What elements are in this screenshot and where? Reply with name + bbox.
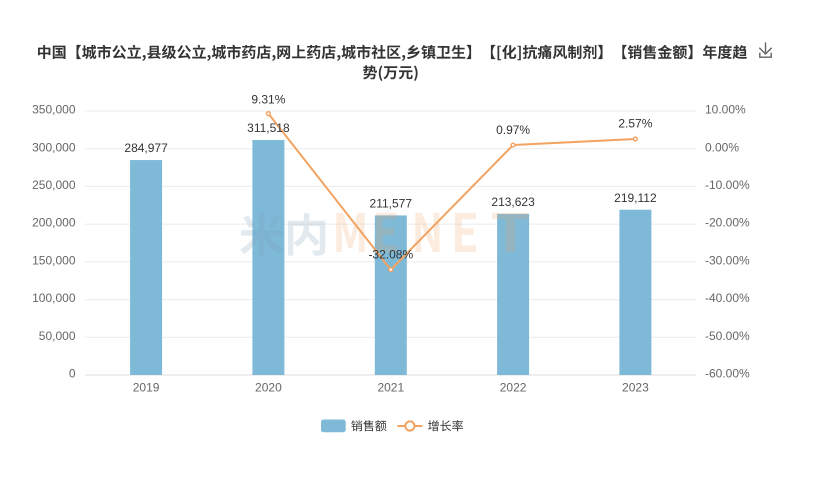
svg-text:2021: 2021 — [377, 381, 404, 395]
svg-text:284,977: 284,977 — [124, 141, 168, 155]
svg-text:9.31%: 9.31% — [251, 92, 285, 106]
svg-text:200,000: 200,000 — [32, 216, 76, 230]
svg-text:350,000: 350,000 — [32, 103, 76, 117]
svg-text:213,623: 213,623 — [491, 195, 535, 209]
svg-text:50,000: 50,000 — [39, 329, 76, 343]
svg-text:2022: 2022 — [500, 381, 527, 395]
svg-text:-50.00%: -50.00% — [705, 329, 750, 343]
svg-text:-20.00%: -20.00% — [705, 216, 750, 230]
svg-text:219,112: 219,112 — [614, 191, 657, 205]
svg-text:2019: 2019 — [133, 381, 160, 395]
svg-text:211,577: 211,577 — [370, 197, 413, 211]
svg-text:311,518: 311,518 — [247, 121, 290, 135]
svg-text:100,000: 100,000 — [32, 291, 76, 305]
svg-text:2023: 2023 — [622, 381, 649, 395]
svg-text:300,000: 300,000 — [32, 140, 76, 154]
svg-text:150,000: 150,000 — [32, 253, 76, 267]
svg-text:-30.00%: -30.00% — [705, 253, 750, 267]
svg-text:0.97%: 0.97% — [496, 123, 530, 137]
svg-text:-40.00%: -40.00% — [705, 291, 750, 305]
svg-text:-60.00%: -60.00% — [705, 367, 750, 381]
svg-text:-10.00%: -10.00% — [705, 178, 750, 192]
svg-text:2.57%: 2.57% — [618, 117, 652, 131]
svg-text:2020: 2020 — [255, 381, 282, 395]
svg-text:0.00%: 0.00% — [705, 140, 739, 154]
svg-text:-32.08%: -32.08% — [368, 247, 413, 261]
svg-text:250,000: 250,000 — [32, 178, 76, 192]
svg-text:0: 0 — [69, 367, 76, 381]
svg-text:10.00%: 10.00% — [705, 103, 746, 117]
